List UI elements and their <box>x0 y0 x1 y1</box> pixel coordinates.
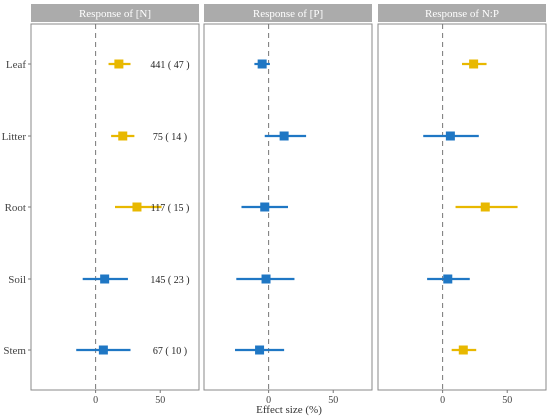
category-label-leaf: Leaf <box>6 59 26 71</box>
panel-title: Response of N:P <box>425 8 499 20</box>
panel-border <box>377 23 547 391</box>
x-tick-label: 50 <box>328 395 338 406</box>
point-soil <box>100 274 110 284</box>
category-label-stem: Stem <box>3 345 26 357</box>
point-root <box>480 202 490 212</box>
category-label-litter: Litter <box>2 131 27 143</box>
point-stem <box>98 345 108 355</box>
panel-border <box>30 23 200 391</box>
sample-size-label: 117 ( 15 ) <box>151 203 190 214</box>
sample-size-label: 67 ( 10 ) <box>153 346 187 357</box>
point-litter <box>118 131 128 141</box>
panel-3: Response of N:P 0 50 <box>377 4 547 406</box>
point-litter <box>279 131 289 141</box>
panel-border <box>203 23 373 391</box>
category-label-root: Root <box>5 202 26 214</box>
panel-2: Response of [P] 0 50 <box>203 4 373 406</box>
panel-strip <box>31 4 199 22</box>
sample-size-label: 75 ( 14 ) <box>153 132 187 143</box>
point-stem <box>255 345 265 355</box>
category-label-soil: Soil <box>8 274 26 286</box>
point-root <box>260 202 270 212</box>
point-soil <box>443 274 453 284</box>
x-tick-label: 0 <box>266 395 271 406</box>
x-tick-label: 50 <box>502 395 512 406</box>
sample-size-label: 145 ( 23 ) <box>150 275 189 286</box>
point-soil <box>261 274 271 284</box>
panel-title: Response of [P] <box>253 8 323 20</box>
point-leaf <box>114 59 124 69</box>
panel-title: Response of [N] <box>79 8 151 20</box>
point-leaf <box>469 59 479 69</box>
panel-strip <box>204 4 372 22</box>
x-axis-title: Effect size (%) <box>256 404 322 416</box>
point-root <box>132 202 142 212</box>
panel-1: Response of [N] 0 50 441 ( 47 ) 75 ( 14 ) 117… <box>30 4 200 406</box>
x-tick-label: 0 <box>440 395 445 406</box>
point-litter <box>445 131 455 141</box>
panel-strip <box>378 4 546 22</box>
point-leaf <box>257 59 267 69</box>
point-stem <box>458 345 468 355</box>
x-tick-label: 0 <box>93 395 98 406</box>
sample-size-label: 441 ( 47 ) <box>150 60 189 71</box>
x-tick-label: 50 <box>155 395 165 406</box>
